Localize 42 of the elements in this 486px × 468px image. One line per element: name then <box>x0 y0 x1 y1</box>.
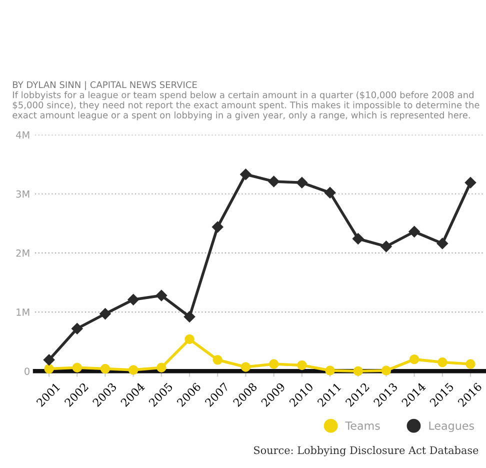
point <box>466 359 476 369</box>
chart-subtitle: If lobbyists for a league or team spend below a certain amount in a quarter ($10,000 before 2008 and $5,000 since), they need not report the exact amount spent. This makes it impossible to determine the exact amount league or a spent on lobbying in a given year, only a range, which is represented here. <box>12 91 480 120</box>
point <box>325 366 335 376</box>
point <box>352 233 364 244</box>
point <box>464 177 476 188</box>
y-tick-label: 4M <box>16 131 30 138</box>
point <box>100 308 111 320</box>
legend-label: Teams <box>345 422 380 430</box>
point <box>353 366 363 376</box>
point <box>212 221 224 233</box>
point <box>296 177 308 188</box>
point <box>268 176 280 188</box>
source-note: Source: Lobbying Disclosure Act Database <box>254 446 478 456</box>
point <box>100 364 110 374</box>
point <box>184 311 196 322</box>
point <box>268 359 279 369</box>
point <box>43 354 55 366</box>
point <box>184 334 194 344</box>
point <box>212 355 222 365</box>
point <box>438 357 448 368</box>
point <box>408 226 420 238</box>
chart-title: BY DYLAN SINN | CAPITAL NEWS SERVICE <box>13 81 197 90</box>
point <box>324 187 336 198</box>
point <box>436 238 448 250</box>
point <box>240 362 251 372</box>
y-tick-label: 2M <box>16 249 30 257</box>
point <box>72 362 82 372</box>
point <box>380 240 392 252</box>
point <box>44 364 54 374</box>
point <box>409 354 420 364</box>
y-tick-label: 3M <box>16 190 30 198</box>
point <box>381 366 392 376</box>
point <box>240 168 252 180</box>
point <box>72 322 83 334</box>
point <box>156 362 166 372</box>
legend-label: Leagues <box>429 422 474 432</box>
point <box>297 360 307 370</box>
point <box>128 365 138 375</box>
y-tick-label: 0 <box>24 368 30 375</box>
point <box>156 290 168 302</box>
y-tick-label: 1M <box>16 308 30 316</box>
point <box>128 294 139 306</box>
